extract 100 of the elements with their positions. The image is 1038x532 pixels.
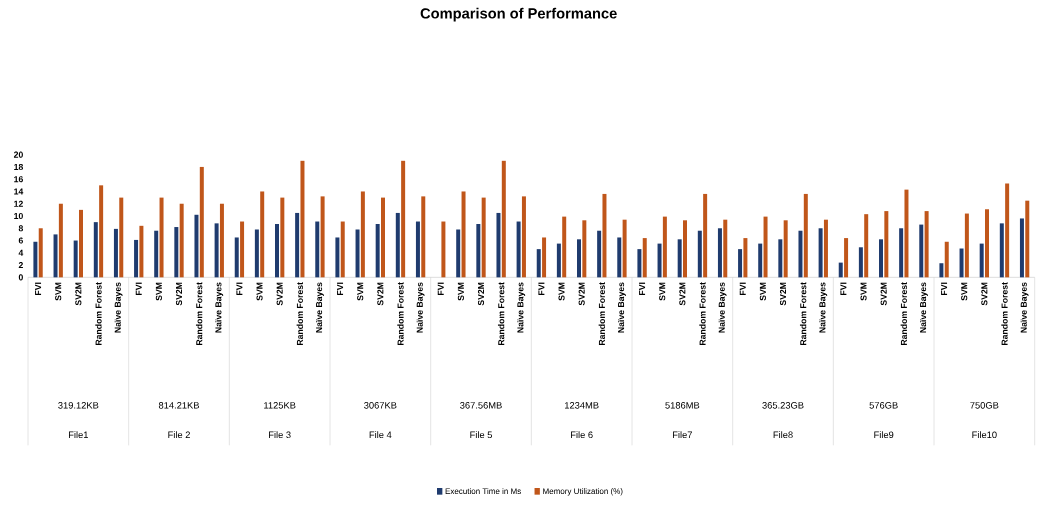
bar: [617, 237, 622, 278]
x-tick-label: Random Forest: [497, 282, 505, 346]
bar: [254, 229, 259, 278]
legend-label: Execution Time in Ms: [445, 488, 521, 494]
bar: [1019, 218, 1024, 278]
x-tick-label: SV2M: [779, 282, 787, 306]
bar: [139, 225, 144, 278]
bar: [375, 223, 380, 278]
bar: [99, 185, 104, 278]
bar: [577, 239, 581, 278]
y-tick-label: 8: [18, 225, 24, 232]
x-tick-label: SVM: [155, 282, 162, 301]
bar: [642, 238, 647, 278]
bar: [582, 220, 587, 278]
bar: [778, 239, 783, 278]
bar: [939, 263, 944, 278]
bar: [683, 220, 687, 278]
x-tick-label: Naïve Bayes: [1020, 282, 1029, 333]
chart-title: Comparison of Performance: [420, 7, 617, 22]
bar: [1005, 183, 1010, 278]
x-tick-label: SVM: [860, 282, 867, 301]
bar: [1025, 200, 1030, 278]
bar: [964, 213, 969, 278]
bar: [395, 212, 400, 278]
bar: [723, 219, 728, 278]
bar: [622, 219, 627, 278]
text: File 5: [470, 431, 492, 439]
bar: [240, 221, 245, 278]
y-tick-label: 14: [14, 188, 24, 195]
bar: [864, 214, 869, 278]
x-tick-label: SVM: [256, 282, 263, 301]
y-tick-label: 0: [18, 274, 23, 281]
x-tick-label: FVI: [538, 282, 545, 295]
x-tick-label: Random Forest: [397, 282, 404, 346]
text: File 2: [168, 431, 190, 439]
bar: [919, 224, 924, 278]
x-tick-label: Random Forest: [799, 282, 807, 346]
text: File7: [673, 431, 692, 439]
text: 365.23GB: [762, 402, 804, 409]
bar: [295, 212, 300, 278]
bar: [602, 193, 607, 278]
x-tick-label: Naïve Bayes: [416, 282, 425, 333]
x-tick-label: SVM: [55, 282, 62, 301]
bar: [79, 209, 83, 278]
bar: [381, 197, 385, 278]
bar: [516, 221, 521, 278]
bar: [924, 211, 929, 278]
text: 576GB: [869, 402, 898, 409]
bar: [899, 228, 904, 278]
bar: [738, 249, 743, 278]
bar: [562, 216, 567, 278]
bar: [838, 262, 843, 278]
x-tick-label: FVI: [941, 282, 948, 295]
bar: [476, 223, 481, 278]
bar: [904, 189, 909, 278]
bar: [697, 230, 702, 278]
bar: [456, 229, 461, 278]
y-tick-label: 16: [14, 176, 23, 183]
bar: [521, 196, 526, 278]
x-tick-label: Random Forest: [1001, 282, 1008, 346]
bar: [556, 243, 561, 278]
bar: [884, 211, 889, 278]
x-tick-label: FVI: [35, 282, 42, 295]
bar: [823, 219, 828, 278]
x-tick-label: SVM: [759, 282, 766, 301]
text: 367.56MB: [460, 402, 502, 409]
bar: [421, 196, 426, 278]
x-tick-label: FVI: [236, 282, 243, 295]
bar: [33, 241, 38, 278]
bar: [93, 222, 98, 278]
bar: [134, 239, 139, 278]
x-tick-label: Naïve Bayes: [316, 282, 324, 333]
x-tick-label: Random Forest: [699, 282, 706, 346]
bar: [717, 228, 722, 278]
text: File9: [874, 431, 894, 439]
bar: [461, 191, 466, 278]
bar: [999, 223, 1004, 278]
x-tick-label: SV2M: [377, 282, 384, 306]
bar: [637, 249, 642, 278]
x-tick-label: Random Forest: [95, 282, 102, 346]
x-tick-label: SV2M: [578, 282, 585, 306]
y-tick-label: 4: [18, 249, 24, 256]
x-tick-label: SV2M: [679, 282, 686, 306]
bar: [985, 209, 990, 278]
bar: [280, 197, 285, 278]
bar: [174, 227, 179, 278]
text: File10: [972, 431, 997, 439]
bar: [844, 238, 849, 278]
x-tick-label: SVM: [961, 282, 968, 301]
x-tick-label: SV2M: [880, 282, 887, 306]
bar: [542, 237, 547, 278]
x-tick-label: Naïve Bayes: [517, 282, 526, 333]
bar: [159, 197, 164, 278]
bar: [979, 243, 984, 278]
text: File 3: [269, 431, 291, 439]
bar: [234, 237, 239, 278]
y-tick-label: 12: [14, 200, 23, 207]
bar: [315, 221, 320, 278]
bar: [194, 214, 199, 278]
x-tick-label: Naïve Bayes: [819, 282, 828, 333]
